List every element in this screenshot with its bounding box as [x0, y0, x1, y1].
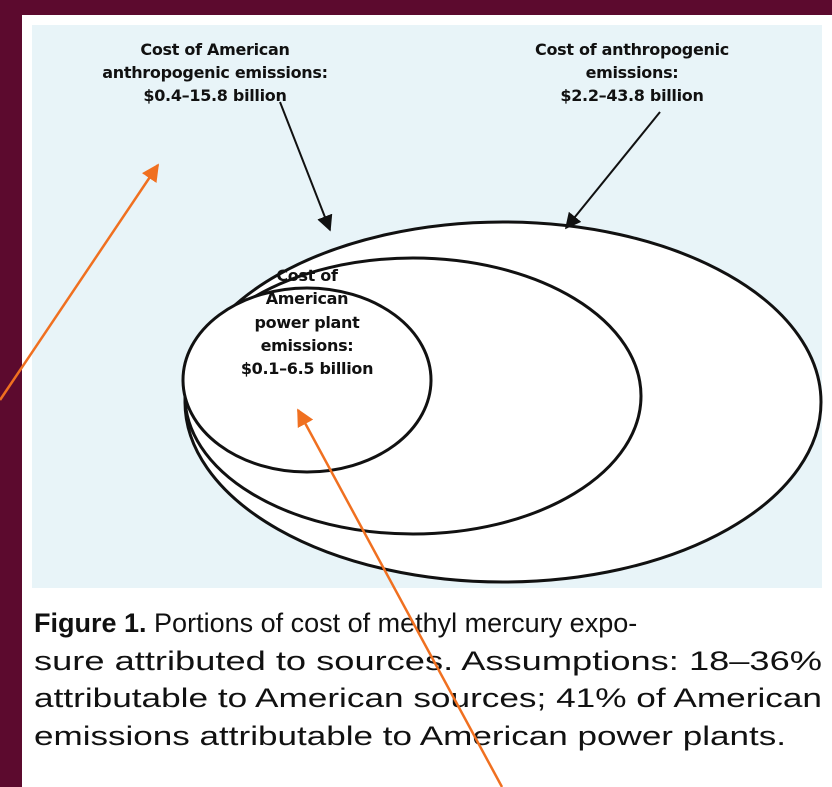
label: American	[266, 289, 349, 308]
caption-line: attributable to American sources; 41% of…	[34, 683, 822, 713]
label: $0.1–6.5 billion	[241, 359, 373, 378]
label: emissions:	[586, 63, 679, 82]
label: Cost of anthropogenic	[535, 40, 729, 59]
label: anthropogenic emissions:	[102, 63, 327, 82]
label: $0.4–15.8 billion	[143, 86, 286, 105]
caption-line: emissions attributable to American power…	[34, 721, 786, 751]
label: power plant	[254, 313, 360, 332]
figure-number: Figure 1.	[34, 608, 147, 638]
label: Cost of American	[140, 40, 289, 59]
highlight-arrow	[296, 408, 504, 787]
highlight-arrow	[0, 163, 160, 401]
arrow	[279, 101, 333, 232]
label: Cost of	[276, 266, 339, 285]
caption-text: Portions of cost of methyl mercury expo-	[154, 608, 637, 638]
arrow	[564, 111, 661, 230]
caption-line: Figure 1. Portions of cost of methyl mer…	[34, 608, 637, 638]
label: $2.2–43.8 billion	[560, 86, 703, 105]
label: emissions:	[261, 336, 354, 355]
inner-ellipse	[181, 286, 433, 474]
